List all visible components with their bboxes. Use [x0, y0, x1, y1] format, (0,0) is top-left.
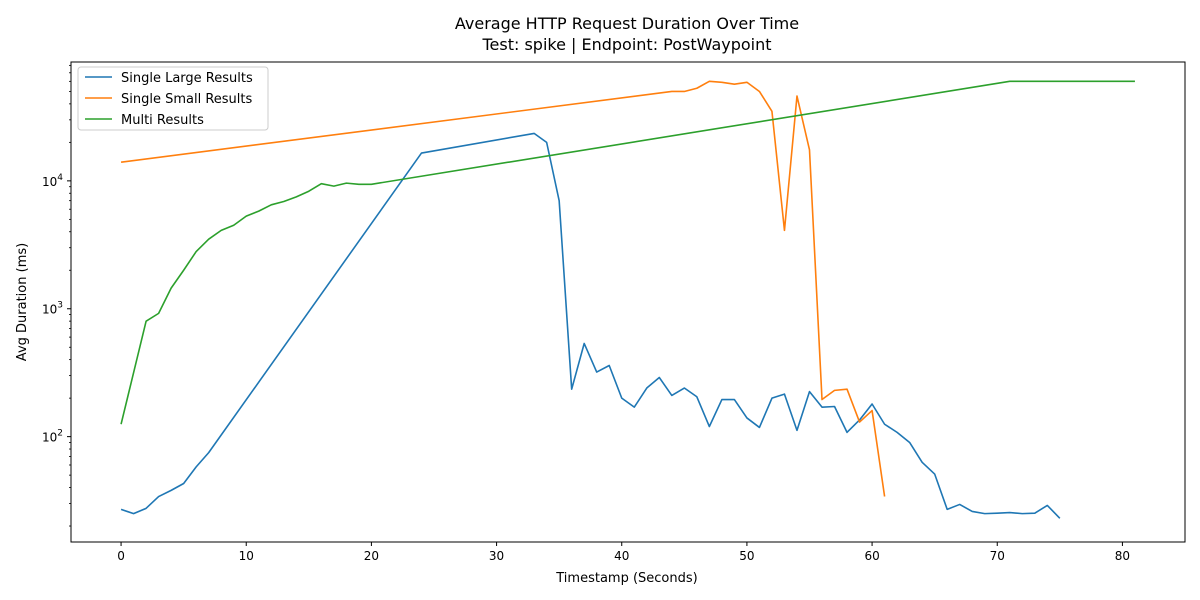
y-axis: 102 103 104 [42, 64, 71, 527]
x-tick-label: 20 [364, 549, 379, 563]
x-tick-label: 10 [239, 549, 254, 563]
series-line-1 [120, 80, 886, 497]
x-tick-label: 80 [1115, 549, 1130, 563]
legend-box [77, 66, 269, 131]
legend-label-2: Multi Results [121, 113, 204, 128]
x-axis: 0 10 20 30 40 50 60 70 80 [117, 542, 1130, 563]
x-tick-label: 30 [489, 549, 504, 563]
legend-label-1: Single Small Results [121, 92, 253, 107]
x-tick-label: 50 [739, 549, 754, 563]
x-tick-label: 0 [117, 549, 125, 563]
chart-title: Average HTTP Request Duration Over Time [455, 14, 799, 33]
x-tick-label: 40 [614, 549, 629, 563]
x-tick-label: 60 [864, 549, 879, 563]
series-line-2 [120, 80, 1135, 425]
y-tick-label: 104 [42, 173, 63, 189]
chart-subtitle: Test: spike | Endpoint: PostWaypoint [481, 35, 771, 54]
x-axis-label: Timestamp (Seconds) [555, 571, 697, 586]
x-tick-label: 70 [990, 549, 1005, 563]
y-axis-label: Avg Duration (ms) [15, 243, 30, 361]
legend-label-0: Single Large Results [121, 71, 253, 86]
series-line-0 [120, 132, 1061, 519]
legend: Single Large Results Single Small Results… [77, 66, 269, 131]
y-tick-label: 102 [42, 429, 63, 445]
y-tick-label: 103 [42, 301, 63, 317]
plot-area [120, 80, 1135, 519]
plot-frame [70, 61, 1186, 543]
